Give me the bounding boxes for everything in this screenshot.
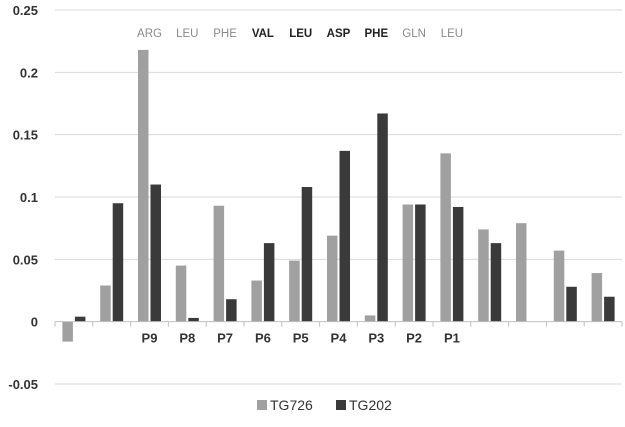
residue-label: ASP	[327, 28, 351, 40]
bar-tg726-12	[516, 223, 527, 322]
x-axis	[54, 321, 623, 327]
bar-tg202-13	[566, 286, 577, 322]
gridlines	[55, 9, 622, 385]
x-axis-tick-labels: P9 P8 P7 P6 P5 P4 P3 P2 P1	[142, 331, 460, 346]
bar-tg202-2	[150, 184, 161, 322]
residue-label: LEU	[176, 28, 198, 40]
y-tick-label: 0.15	[13, 128, 38, 143]
bar-tg202-5	[263, 243, 275, 322]
bar-tg726-5	[251, 280, 262, 322]
x-tick-label: P3	[368, 331, 384, 346]
bar-tg202-8	[377, 113, 388, 322]
x-tick-label: P1	[444, 331, 460, 346]
residue-label: ARG	[137, 28, 162, 40]
bar-tg726-4	[213, 205, 225, 322]
bar-tg202-7	[339, 150, 350, 322]
x-tick-label: P7	[217, 331, 233, 346]
legend-swatch-tg726	[257, 400, 267, 410]
x-tick-label: P8	[179, 331, 195, 346]
bar-tg726-3	[175, 265, 187, 322]
legend-label-tg202: TG202	[349, 397, 392, 413]
bar-tg202-3	[188, 317, 199, 322]
bar-tg726-10	[440, 153, 451, 322]
residue-label: VAL	[252, 28, 274, 40]
x-tick-label: P4	[331, 331, 348, 346]
bar-tg726-13	[553, 250, 565, 322]
y-tick-label: 0.2	[20, 65, 38, 80]
bar-tg202-4	[226, 299, 237, 322]
bar-tg202-11	[490, 243, 502, 322]
bar-tg726-2	[138, 49, 149, 322]
residue-label: PHE	[364, 28, 388, 40]
bar-tg202-10	[452, 206, 464, 322]
bar-tg726-7	[327, 235, 338, 322]
residue-label: PHE	[213, 28, 237, 40]
bar-tg726-0	[62, 321, 73, 342]
x-tick-label: P2	[406, 331, 422, 346]
y-tick-label: 0.05	[13, 252, 38, 267]
x-tick-label: P5	[293, 331, 309, 346]
y-axis-tick-labels: -0.05 0 0.05 0.1 0.15 0.2 0.25	[8, 3, 38, 392]
bar-tg202-1	[112, 203, 124, 322]
bar-tg726-14	[591, 273, 603, 322]
bar-tg726-6	[289, 260, 300, 322]
bar-tg726-9	[402, 204, 414, 322]
legend: TG726 TG202	[257, 397, 392, 413]
bar-tg726-8	[364, 315, 376, 322]
bars	[62, 49, 615, 342]
y-tick-label: 0	[31, 315, 38, 330]
y-tick-label: 0.1	[20, 190, 38, 205]
bar-tg726-11	[478, 229, 489, 322]
residue-label: GLN	[402, 28, 426, 40]
legend-label-tg726: TG726	[270, 397, 313, 413]
residue-labels: ARG LEU PHE VAL LEU ASP PHE GLN LEU	[137, 28, 463, 40]
bar-tg202-0	[74, 316, 86, 322]
y-tick-label: -0.05	[8, 377, 38, 392]
residue-label: LEU	[289, 28, 312, 40]
residue-label: LEU	[441, 28, 463, 40]
bar-tg202-6	[301, 187, 313, 322]
x-tick-label: P9	[142, 331, 158, 346]
bar-tg202-14	[604, 296, 615, 322]
bar-tg726-1	[100, 285, 111, 322]
bar-tg202-9	[415, 204, 426, 322]
y-tick-label: 0.25	[13, 3, 38, 18]
legend-swatch-tg202	[336, 400, 346, 410]
x-tick-label: P6	[255, 331, 271, 346]
